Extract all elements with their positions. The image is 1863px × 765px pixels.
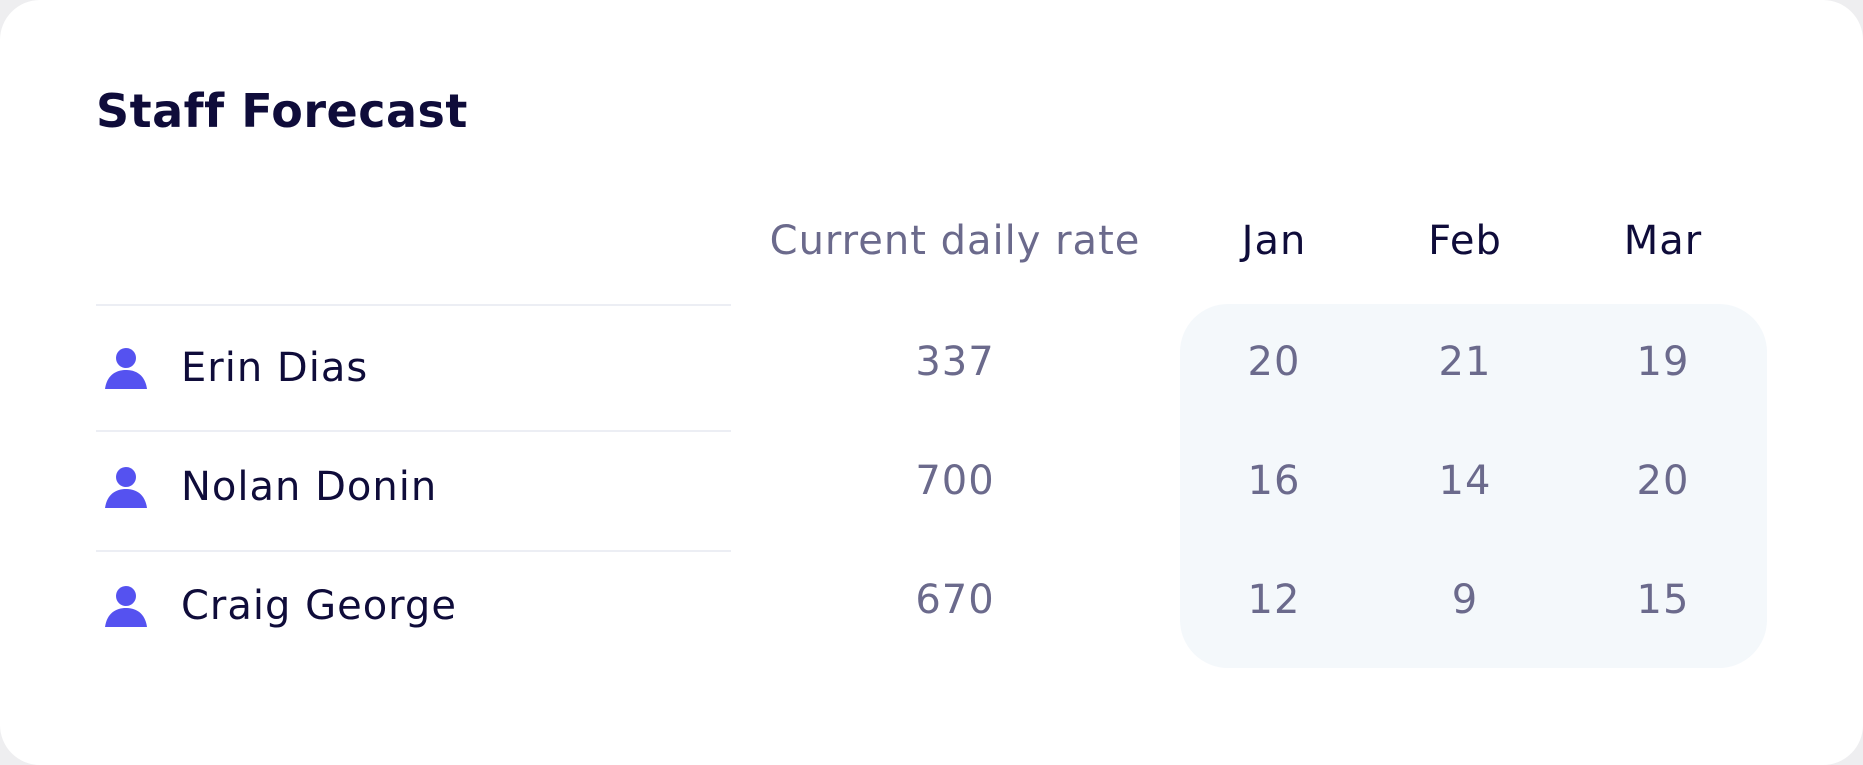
forecast-value: 14 — [1438, 458, 1492, 504]
daily-rate: 700 — [915, 458, 995, 504]
column-header: Current daily rate — [769, 218, 1141, 264]
row-divider — [96, 550, 731, 552]
forecast-value: 19 — [1636, 339, 1690, 385]
forecast-value: 16 — [1247, 458, 1301, 504]
forecast-highlight — [1180, 304, 1767, 668]
person-icon — [103, 583, 149, 629]
row-divider — [96, 304, 731, 306]
row-divider — [96, 430, 731, 432]
staff-name: Nolan Donin — [181, 464, 438, 510]
column-header: Mar — [1623, 218, 1703, 264]
forecast-value: 9 — [1451, 577, 1479, 623]
person-icon — [103, 464, 149, 510]
daily-rate: 670 — [915, 577, 995, 623]
column-header: Feb — [1428, 218, 1502, 264]
column-header: Jan — [1241, 218, 1307, 264]
forecast-value: 15 — [1636, 577, 1690, 623]
forecast-value: 20 — [1247, 339, 1301, 385]
forecast-value: 20 — [1636, 458, 1690, 504]
staff-name: Erin Dias — [181, 345, 369, 391]
staff-name: Craig George — [181, 583, 457, 629]
forecast-value: 21 — [1438, 339, 1492, 385]
title: Staff Forecast — [96, 84, 468, 138]
forecast-value: 12 — [1247, 577, 1301, 623]
daily-rate: 337 — [915, 339, 995, 385]
person-icon — [103, 345, 149, 391]
